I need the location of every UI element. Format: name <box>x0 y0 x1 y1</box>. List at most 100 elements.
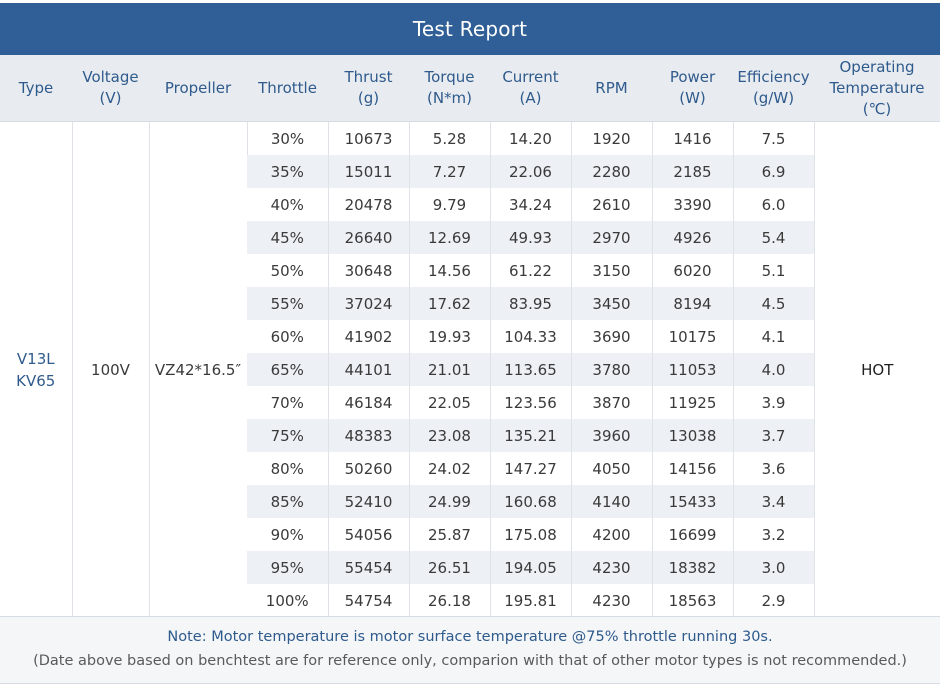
thrust-cell: 54056 <box>327 518 409 551</box>
thrust-cell: 10673 <box>327 121 409 155</box>
header-efficiency: Efficiency (g/W) <box>733 55 814 122</box>
current-cell: 104.33 <box>489 320 571 353</box>
table-row: 40% 20478 9.79 34.24 2610 3390 6.0 <box>0 188 940 221</box>
current-cell: 195.81 <box>489 584 571 617</box>
power-cell: 8194 <box>651 287 733 320</box>
rpm-cell: 2610 <box>570 188 652 221</box>
rpm-cell: 2280 <box>570 155 652 188</box>
power-cell: 3390 <box>651 188 733 221</box>
table-row: 85% 52410 24.99 160.68 4140 15433 3.4 <box>0 485 940 518</box>
throttle-cell: 60% <box>270 327 304 346</box>
temperature-cell: HOT <box>813 121 940 617</box>
table-row: 75% 48383 23.08 135.21 3960 13038 3.7 <box>0 419 940 452</box>
current-cell: 123.56 <box>489 386 571 419</box>
torque-cell: 22.05 <box>408 386 490 419</box>
table-row: 55% 37024 17.62 83.95 3450 8194 4.5 <box>0 287 940 320</box>
rpm-cell: 3450 <box>570 287 652 320</box>
table-row: 70% 46184 22.05 123.56 3870 11925 3.9 <box>0 386 940 419</box>
torque-cell: 26.51 <box>408 551 490 584</box>
throttle-cell: 65% <box>247 353 328 386</box>
report-title: Test Report <box>0 3 940 55</box>
efficiency-cell: 2.9 <box>732 584 814 617</box>
header-thrust: Thrust (g) <box>328 55 409 122</box>
rpm-cell: 3870 <box>570 386 652 419</box>
thrust-cell: 55454 <box>327 551 409 584</box>
current-cell: 147.27 <box>489 452 571 485</box>
table-row: 35% 15011 7.27 22.06 2280 2185 6.9 <box>0 155 940 188</box>
thrust-cell: 30648 <box>327 254 409 287</box>
header-type: Type <box>0 55 72 122</box>
throttle-cell: 90% <box>270 525 304 544</box>
thrust-cell: 48383 <box>327 419 409 452</box>
header-propeller: Propeller <box>149 55 247 122</box>
power-cell: 1416 <box>651 121 733 155</box>
table-row: 100% 54754 26.18 195.81 4230 18563 2.9 <box>0 584 940 617</box>
table-row: 65% 44101 21.01 113.65 3780 11053 4.0 <box>0 353 940 386</box>
power-cell: 18382 <box>651 551 733 584</box>
rpm-cell: 2970 <box>570 221 652 254</box>
propeller-cell: VZ42*16.5″ <box>148 121 247 617</box>
table-row: 80% 50260 24.02 147.27 4050 14156 3.6 <box>0 452 940 485</box>
thrust-cell: 15011 <box>327 155 409 188</box>
current-cell: 160.68 <box>489 485 571 518</box>
power-cell: 11925 <box>651 386 733 419</box>
thrust-cell: 20478 <box>327 188 409 221</box>
header-throttle: Throttle <box>247 55 328 122</box>
current-cell: 83.95 <box>489 287 571 320</box>
throttle-cell: 35% <box>247 155 328 188</box>
throttle-cell: 85% <box>247 485 328 518</box>
note-area: Note: Motor temperature is motor surface… <box>0 616 940 684</box>
thrust-cell: 50260 <box>327 452 409 485</box>
efficiency-cell: 5.1 <box>732 254 814 287</box>
efficiency-cell: 5.4 <box>732 221 814 254</box>
efficiency-cell: 4.1 <box>732 320 814 353</box>
thrust-cell: 54754 <box>327 584 409 617</box>
current-cell: 61.22 <box>489 254 571 287</box>
thrust-cell: 37024 <box>327 287 409 320</box>
type-cell: V13L KV65 <box>0 121 72 617</box>
power-cell: 18563 <box>651 584 733 617</box>
note-text: Note: Motor temperature is motor surface… <box>167 629 773 645</box>
torque-cell: 19.93 <box>408 320 490 353</box>
thrust-cell: 44101 <box>327 353 409 386</box>
table-row: 45% 26640 12.69 49.93 2970 4926 5.4 <box>0 221 940 254</box>
power-cell: 16699 <box>651 518 733 551</box>
current-cell: 113.65 <box>489 353 571 386</box>
rpm-cell: 3780 <box>570 353 652 386</box>
torque-cell: 5.28 <box>408 121 490 155</box>
efficiency-cell: 7.5 <box>732 121 814 155</box>
table-row: 60% 41902 19.93 104.33 3690 10175 4.1 <box>0 320 940 353</box>
torque-cell: 24.02 <box>408 452 490 485</box>
test-report-table: Type Voltage (V) Propeller Throttle Thrus… <box>0 55 940 617</box>
efficiency-cell: 3.9 <box>732 386 814 419</box>
efficiency-cell: 3.7 <box>732 419 814 452</box>
efficiency-cell: 3.0 <box>732 551 814 584</box>
throttle-cell: 50% <box>270 261 304 280</box>
power-cell: 4926 <box>651 221 733 254</box>
rpm-cell: 4050 <box>570 452 652 485</box>
current-cell: 194.05 <box>489 551 571 584</box>
header-row: Type Voltage (V) Propeller Throttle Thrus… <box>0 55 940 122</box>
current-cell: 175.08 <box>489 518 571 551</box>
rpm-cell: 4200 <box>570 518 652 551</box>
current-cell: 49.93 <box>489 221 571 254</box>
power-cell: 13038 <box>651 419 733 452</box>
rpm-cell: 3150 <box>570 254 652 287</box>
throttle-cell: 75% <box>247 419 328 452</box>
throttle-cell: 70% <box>270 393 304 412</box>
table-body: V13L KV65 100V VZ42*16.5″ 30% 10673 5.28 14.20 1… <box>0 121 940 617</box>
disclaimer-text: (Date above based on benchtest are for r… <box>33 653 907 669</box>
efficiency-cell: 3.6 <box>732 452 814 485</box>
header-temperature: Operating Temperature (℃) <box>814 55 940 122</box>
torque-cell: 9.79 <box>408 188 490 221</box>
torque-cell: 26.18 <box>408 584 490 617</box>
torque-cell: 24.99 <box>408 485 490 518</box>
power-cell: 15433 <box>651 485 733 518</box>
thrust-cell: 41902 <box>327 320 409 353</box>
current-cell: 135.21 <box>489 419 571 452</box>
type-label: KV65 <box>16 371 56 390</box>
torque-cell: 17.62 <box>408 287 490 320</box>
rpm-cell: 4140 <box>570 485 652 518</box>
efficiency-cell: 6.0 <box>732 188 814 221</box>
throttle-cell: 80% <box>270 459 304 478</box>
